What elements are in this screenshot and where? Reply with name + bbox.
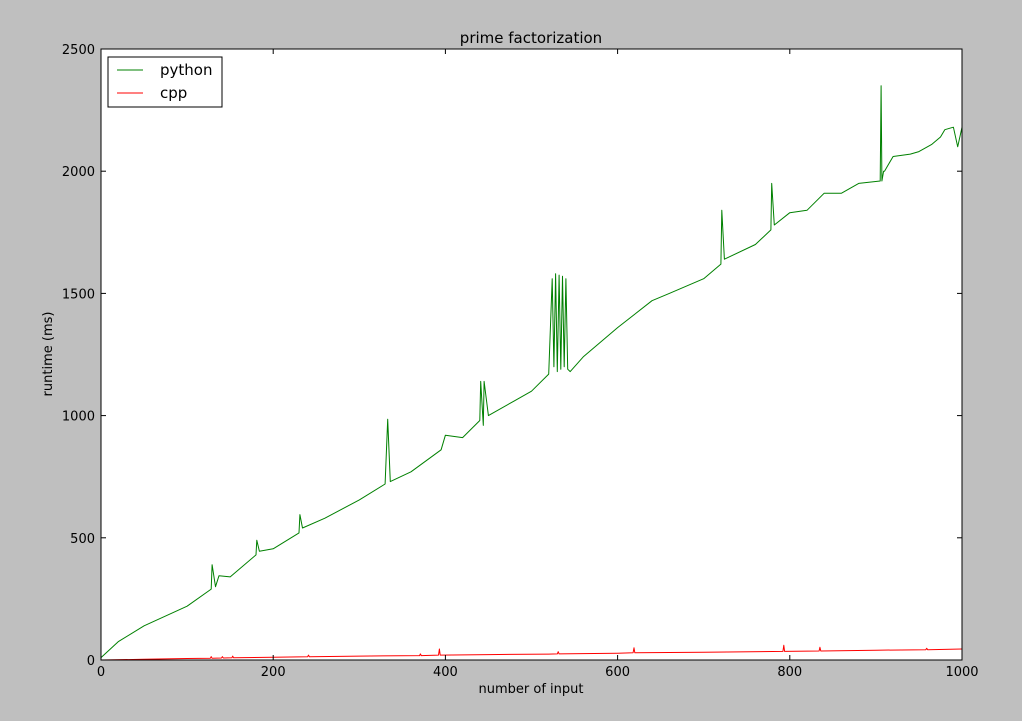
y-axis-label: runtime (ms): [41, 312, 56, 397]
y-tick-label: 500: [70, 532, 95, 547]
series-layer: [100, 85, 963, 661]
chart-title: prime factorization: [460, 29, 602, 47]
x-tick-label: 0: [97, 665, 105, 680]
x-tick-label: 400: [433, 665, 458, 680]
y-tick-label: 2500: [62, 43, 95, 58]
legend-label-cpp: cpp: [160, 84, 187, 102]
y-tick-label: 0: [87, 654, 95, 669]
x-tick-label: 800: [777, 665, 802, 680]
legend-label-python: python: [160, 61, 212, 79]
tick-layer: 0 200 400 600 800 1000 0 500 1000 1500 2000 2500: [62, 43, 979, 680]
x-tick-label: 1000: [945, 665, 978, 680]
plot-frame: [100, 48, 963, 661]
legend: python cpp: [107, 56, 223, 108]
x-axis-label: number of input: [479, 682, 584, 697]
series-line-cpp: [100, 644, 963, 661]
y-tick-label: 2000: [62, 165, 95, 180]
x-tick-label: 600: [605, 665, 630, 680]
y-tick-label: 1000: [62, 410, 95, 425]
x-tick-label: 200: [261, 665, 286, 680]
y-tick-label: 1500: [62, 287, 95, 302]
legend-box: [107, 56, 223, 108]
series-line-python: [100, 85, 963, 658]
plot-background: [101, 49, 962, 660]
